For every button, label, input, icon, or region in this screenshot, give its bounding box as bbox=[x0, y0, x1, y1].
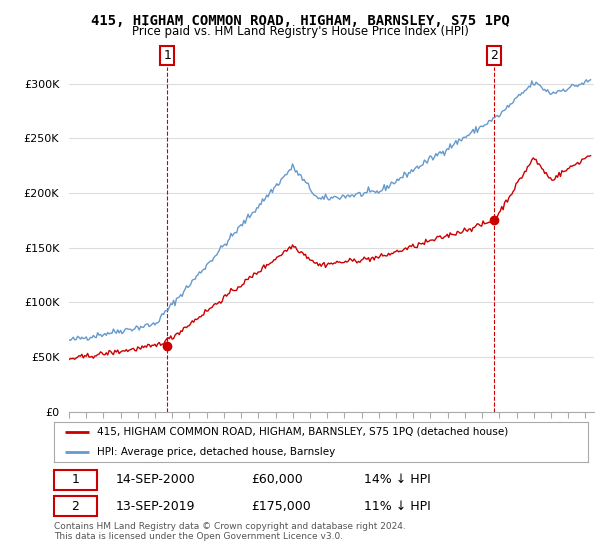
Text: 415, HIGHAM COMMON ROAD, HIGHAM, BARNSLEY, S75 1PQ (detached house): 415, HIGHAM COMMON ROAD, HIGHAM, BARNSLE… bbox=[97, 427, 508, 437]
Text: 2: 2 bbox=[490, 49, 498, 62]
Text: £175,000: £175,000 bbox=[251, 500, 311, 513]
Text: HPI: Average price, detached house, Barnsley: HPI: Average price, detached house, Barn… bbox=[97, 447, 335, 457]
Text: 1: 1 bbox=[71, 473, 79, 486]
FancyBboxPatch shape bbox=[54, 496, 97, 516]
Text: 14-SEP-2000: 14-SEP-2000 bbox=[115, 473, 195, 486]
Text: 14% ↓ HPI: 14% ↓ HPI bbox=[364, 473, 430, 486]
Text: Contains HM Land Registry data © Crown copyright and database right 2024.
This d: Contains HM Land Registry data © Crown c… bbox=[54, 522, 406, 542]
Text: £60,000: £60,000 bbox=[251, 473, 304, 486]
Text: 2: 2 bbox=[71, 500, 79, 513]
Text: 1: 1 bbox=[163, 49, 171, 62]
Text: Price paid vs. HM Land Registry's House Price Index (HPI): Price paid vs. HM Land Registry's House … bbox=[131, 25, 469, 38]
Text: 13-SEP-2019: 13-SEP-2019 bbox=[115, 500, 195, 513]
Text: 11% ↓ HPI: 11% ↓ HPI bbox=[364, 500, 430, 513]
Text: 415, HIGHAM COMMON ROAD, HIGHAM, BARNSLEY, S75 1PQ: 415, HIGHAM COMMON ROAD, HIGHAM, BARNSLE… bbox=[91, 14, 509, 28]
FancyBboxPatch shape bbox=[54, 470, 97, 490]
